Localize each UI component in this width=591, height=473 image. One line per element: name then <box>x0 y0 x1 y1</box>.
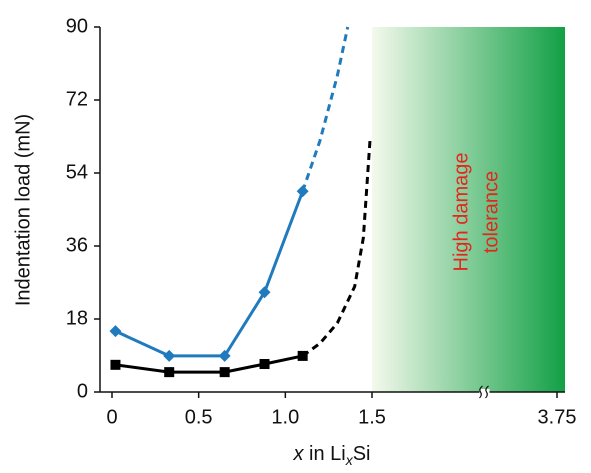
axis-break <box>485 385 489 399</box>
line <box>114 190 305 358</box>
marker <box>218 349 231 362</box>
x-tick-label: 1.0 <box>271 406 299 428</box>
marker <box>258 286 271 299</box>
marker <box>109 325 122 338</box>
y-tick-label: 36 <box>66 234 88 256</box>
x-axis-label: x in LixSi <box>292 443 370 467</box>
annotation: tolerance <box>480 171 502 253</box>
y-tick-label: 0 <box>77 380 88 402</box>
y-axis-label: Indentation load (mN) <box>12 114 34 306</box>
y-tick-label: 18 <box>66 307 88 329</box>
axis-break <box>479 385 483 399</box>
x-tick-label: 0.5 <box>185 406 213 428</box>
axis-break-gap <box>479 389 490 395</box>
line <box>301 26 350 192</box>
y-tick-label: 54 <box>66 161 88 183</box>
marker <box>259 359 270 370</box>
x-tick-label: 3.75 <box>538 406 577 428</box>
marker <box>110 359 121 370</box>
marker <box>164 367 175 378</box>
line <box>301 136 372 358</box>
line <box>115 354 303 374</box>
marker <box>163 349 176 362</box>
y-tick-label: 72 <box>66 88 88 110</box>
y-tick-label: 90 <box>66 15 88 37</box>
annotation: High damage <box>450 153 472 272</box>
x-tick-label: 0 <box>106 406 117 428</box>
shaded-region <box>372 27 565 392</box>
marker <box>219 367 230 378</box>
x-tick-label: 1.5 <box>358 406 386 428</box>
